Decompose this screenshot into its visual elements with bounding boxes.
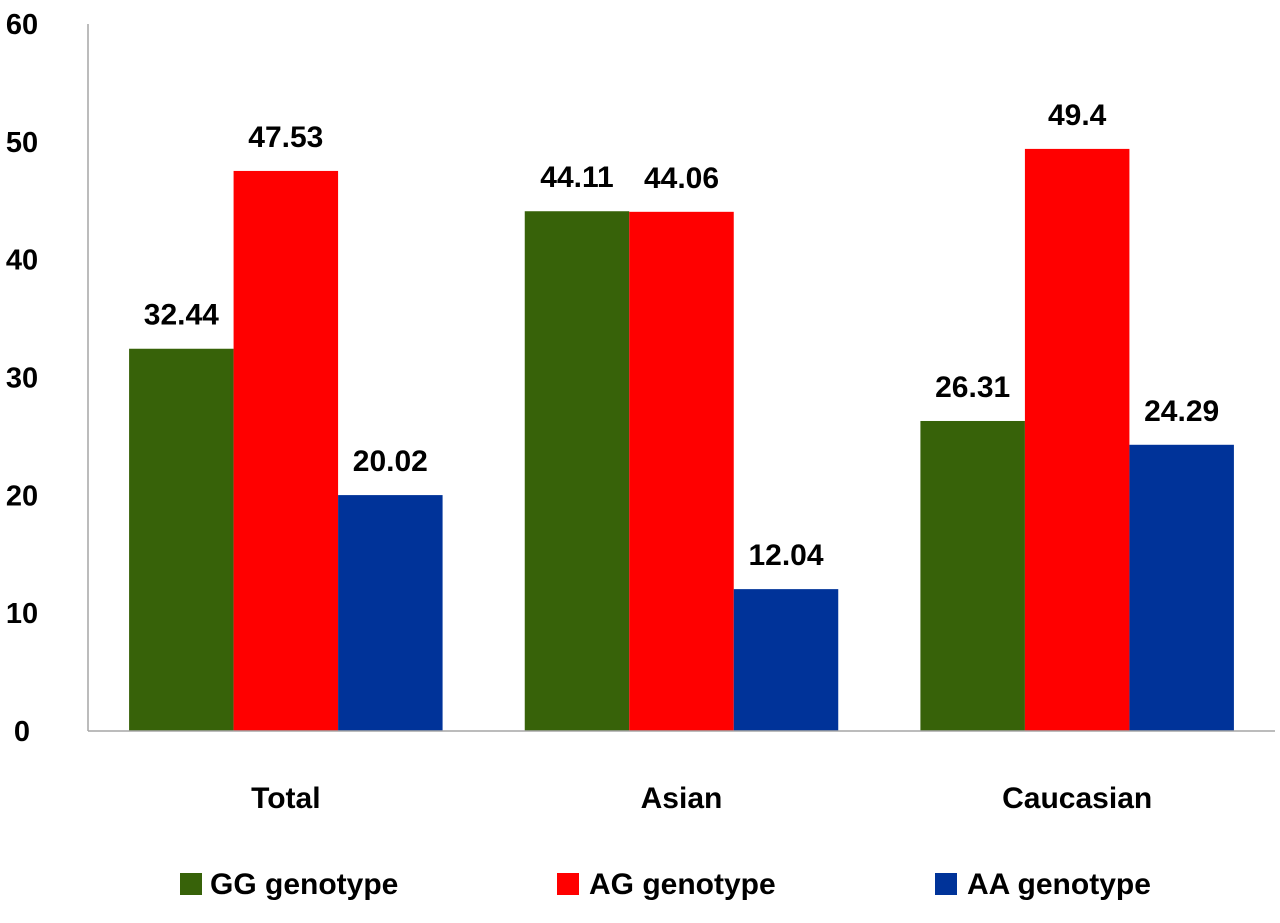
x-category-label: Asian xyxy=(641,782,723,815)
legend: GG genotype AG genotype AA genotype xyxy=(180,868,1151,901)
y-tick-label: 60 xyxy=(6,9,38,41)
bars-group xyxy=(129,148,1234,732)
x-category-label: Caucasian xyxy=(1002,782,1152,815)
bar-gg-asian xyxy=(524,211,630,731)
data-label: 24.29 xyxy=(1144,395,1219,428)
bar-gg-caucasian xyxy=(920,420,1025,731)
bar-aa-total xyxy=(338,495,443,731)
bar-ag-total xyxy=(233,170,339,731)
bar-ag-caucasian xyxy=(1024,148,1130,732)
data-label: 26.31 xyxy=(935,371,1010,404)
data-label: 32.44 xyxy=(144,299,219,332)
data-labels-group: 32.44 47.53 20.02 44.11 44.06 12.04 26.31 49.4 2… xyxy=(144,99,1219,572)
legend-label: AG genotype xyxy=(589,868,776,901)
x-category-label: Total xyxy=(251,782,320,815)
y-tick-label: 50 xyxy=(6,127,38,159)
y-tick-label: 30 xyxy=(6,363,38,395)
bar-aa-asian xyxy=(733,589,839,731)
data-label: 44.11 xyxy=(540,161,613,194)
y-axis-ticks: 0 10 20 30 40 50 60 xyxy=(6,9,38,748)
legend-label: GG genotype xyxy=(210,868,398,901)
bar-aa-caucasian xyxy=(1129,444,1234,731)
legend-label: AA genotype xyxy=(967,868,1151,901)
data-label: 12.04 xyxy=(748,539,823,572)
bar-ag-asian xyxy=(629,211,734,731)
y-tick-label: 40 xyxy=(6,245,38,277)
legend-swatch xyxy=(180,873,202,895)
bar-gg-total xyxy=(129,348,234,731)
legend-swatch xyxy=(557,873,579,895)
y-tick-label: 10 xyxy=(6,598,38,630)
y-tick-label: 20 xyxy=(6,480,38,512)
data-label: 44.06 xyxy=(644,162,719,195)
x-axis-labels: Total Asian Caucasian xyxy=(251,782,1152,815)
data-label: 47.53 xyxy=(248,121,323,154)
legend-swatch xyxy=(935,873,957,895)
data-label: 49.4 xyxy=(1048,99,1107,132)
data-label: 20.02 xyxy=(353,445,428,478)
y-tick-label: 0 xyxy=(14,716,30,748)
